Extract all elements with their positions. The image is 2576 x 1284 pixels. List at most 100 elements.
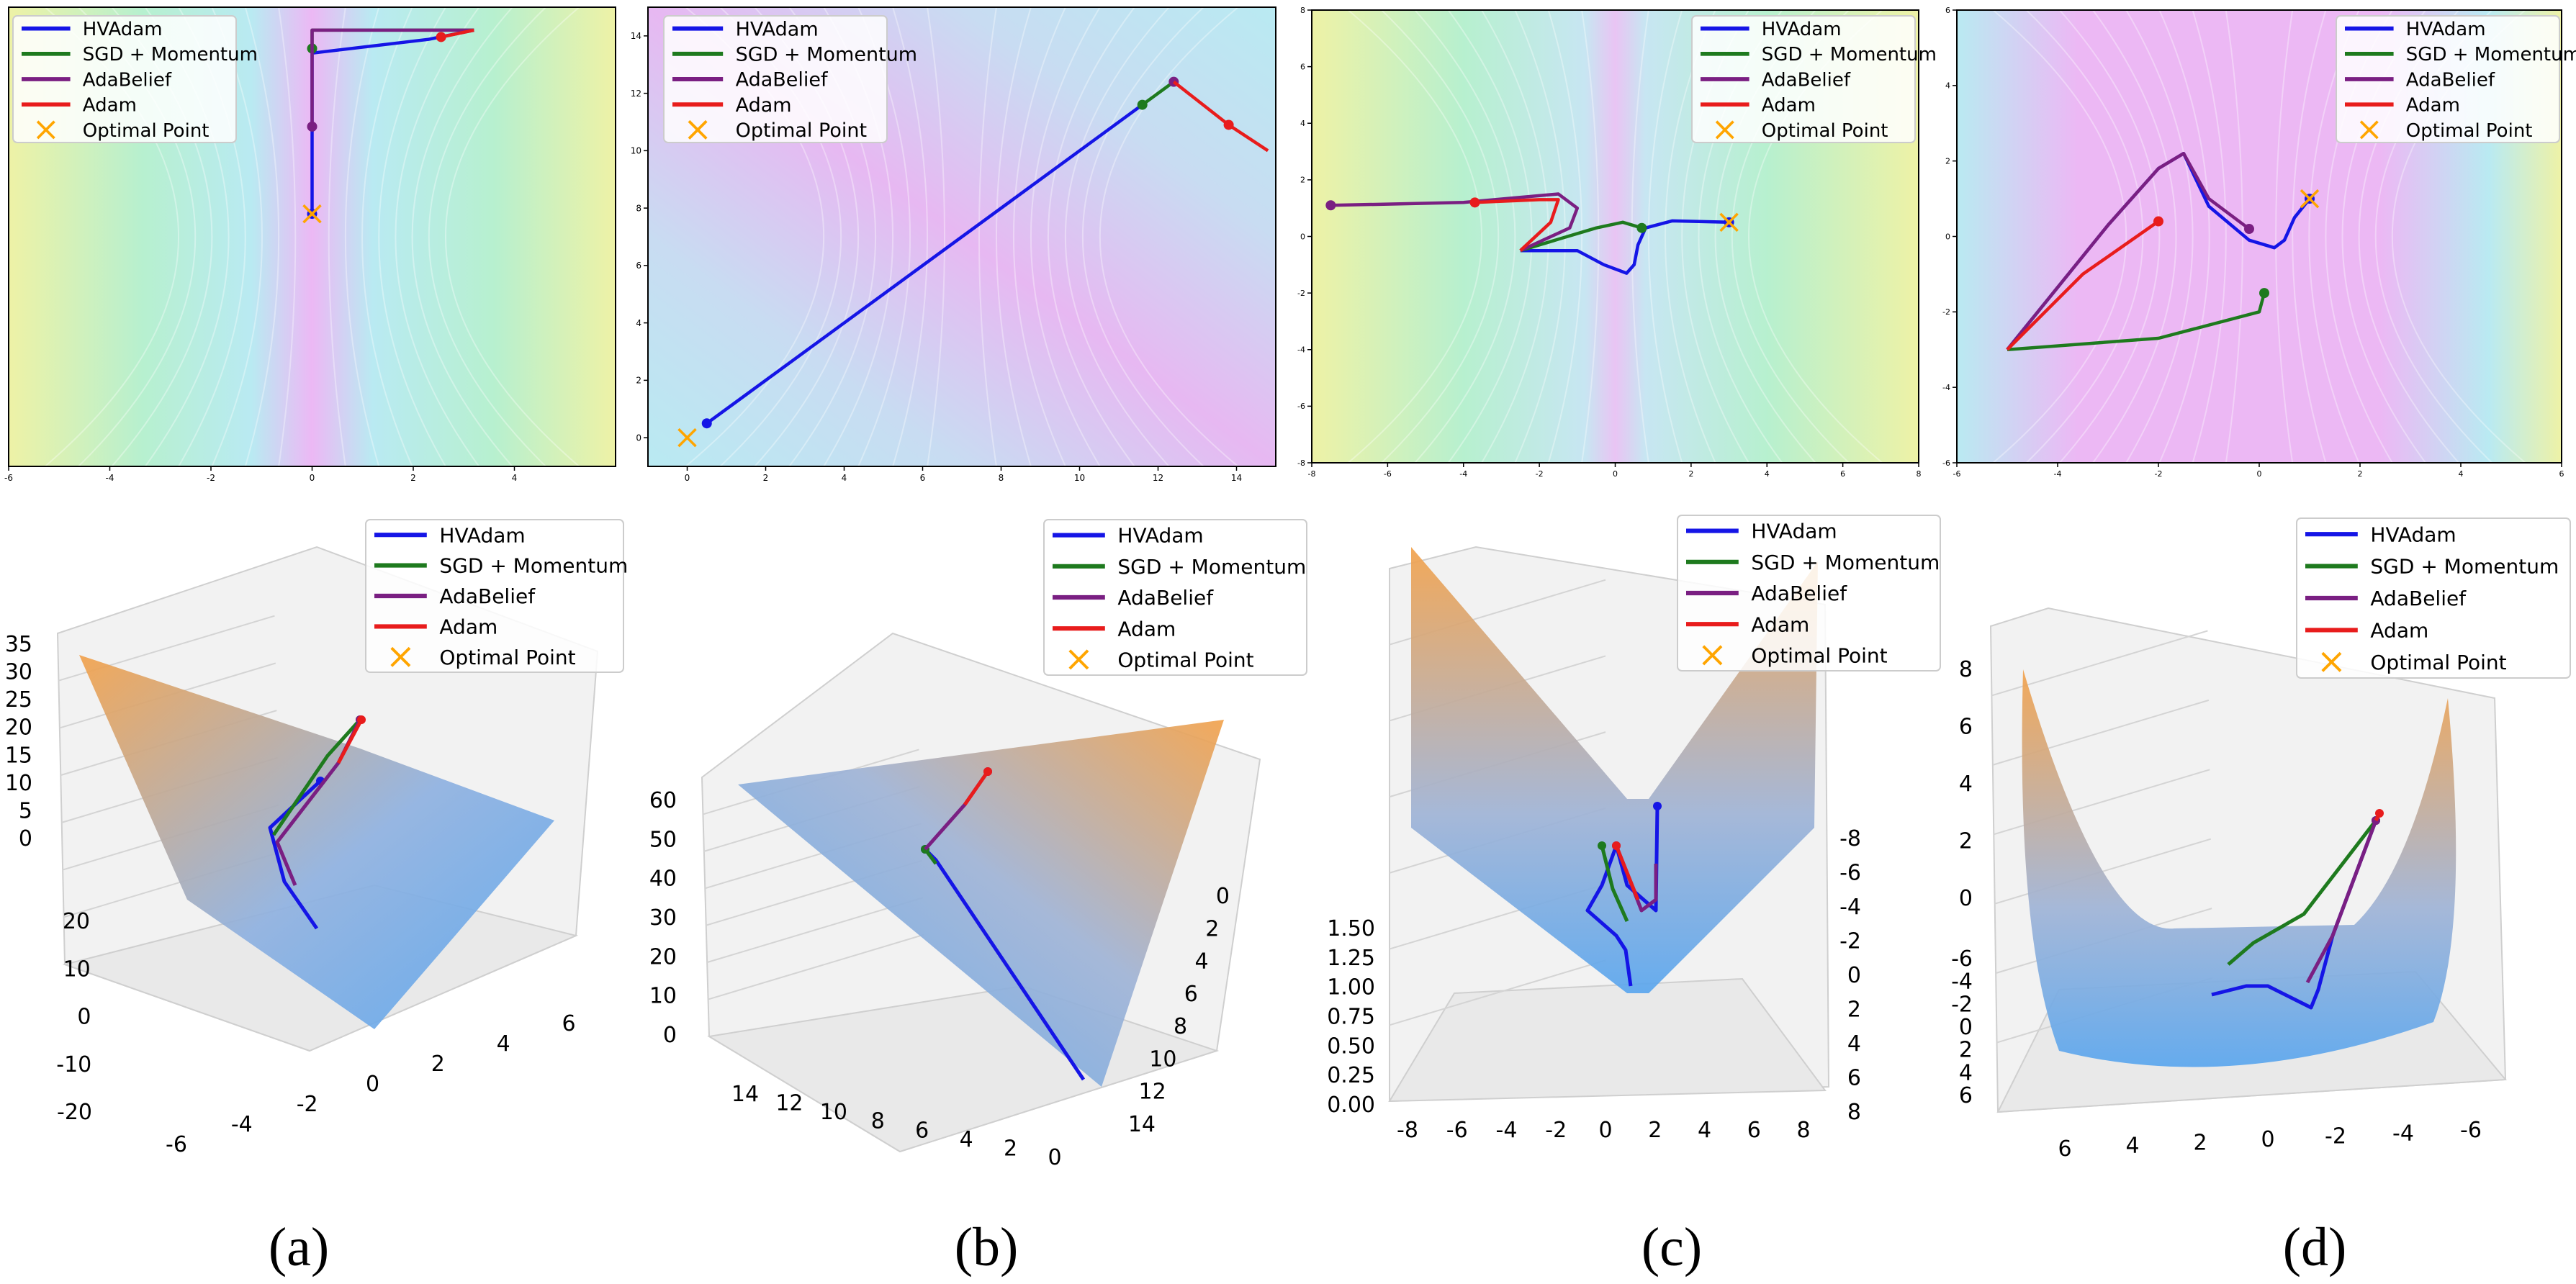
panel-d-contour-ytick-label: -4 [1942,383,1950,392]
panel-b-contour-line-hvadam [706,103,1144,425]
panel-c-contour-legend-label-1: SGD + Momentum [1762,44,1937,65]
panel-b-contour-contour-line [1065,6,1170,467]
panel-c-contour-contour-line [1581,9,1600,464]
panel-c-surface-ytick-label: -2 [1839,929,1861,954]
panel-c-contour-ytick-label: 0 [1300,232,1305,241]
panel-a-contour-contour-line [344,6,380,467]
panel-b-surface-ytick-label: 6 [1184,982,1198,1007]
panel-a-surface-ytick-label: -10 [56,1052,91,1077]
panel-d-contour-xtick-label: -6 [1953,469,1961,479]
panel-d-surface-xtick-label: -4 [2392,1121,2414,1146]
panel-d-surface-ytick-label: 6 [1959,1083,1973,1108]
panel-a-contour-legend-frame [12,15,237,143]
panel-d-contour-contour-line [1992,9,2127,464]
panel-c-surface-xtick-label: 4 [1698,1118,1711,1143]
panel-b-contour-xtick-label: 2 [763,473,769,483]
panel-a-surface-ytick-label: -20 [57,1100,92,1125]
panel-c-surface-line-adam [1614,845,1640,900]
panel-c-surface: 1.50 1.25 1.00 0.75 0.50 0.25 0.00 -8 -6 -4 -2 0 2 4 6… [1327,515,1941,1143]
panel-a-contour-line-adabelief [310,28,474,127]
panel-a-contour-contour-line [395,6,480,467]
panel-c-surface-xtick-label: -6 [1446,1118,1468,1143]
panel-c-surface-xtick-label: -4 [1496,1118,1518,1143]
panel-b-contour-contour-line [1082,6,1204,467]
panel-b-contour-legend: HVAdam SGD + Momentum AdaBelief AdamOptimal… [663,15,917,143]
panel-d-contour-ytick-label: 6 [1945,6,1950,15]
panel-a-surface-legend-swatch-optimal-point [390,646,411,667]
panel-d-surface-line-sgd-momentum [2227,819,2377,966]
panel-c-contour-marker-adabelief [1325,200,1336,211]
panel-c-contour-contour-line [1414,9,1516,464]
panel-d-contour-legend-frame [2336,15,2560,143]
panel-b-contour-xtick-label: 6 [920,473,926,483]
panel-d-contour-optimal-point [2300,189,2320,209]
panel-b-contour-xtick-label: 14 [1231,473,1242,483]
panel-c-surface-ztick-label: 1.50 [1327,916,1375,941]
panel-d-contour-marker-adam [2153,216,2163,227]
panel-a-surface-xtick-label: -4 [231,1112,253,1137]
panel-a-contour-legend-label-4: Optimal Point [83,120,210,142]
panel-b-contour-legend-label-3: Adam [736,94,792,117]
panel-b-contour-optimal-point [677,428,697,448]
panel-c-contour-xtick-label: 4 [1765,469,1770,479]
panel-b-surface-ztick-label: 0 [663,1023,677,1048]
panel-b-contour-ytick-label: 14 [631,31,641,41]
panel-a-surface-xtick-label: -2 [297,1092,318,1117]
panel-d-contour: -6 -4 -2 0 2 4 6 6 4 2 0 -2 -4 -6 HVAdam SGD + Momentum… [1942,6,2576,479]
panel-a-surface-ztick-label: 10 [5,771,32,796]
panel-b-contour-xtick-label: 4 [842,473,847,483]
panel-c-contour-legend-swatch-optimal-point [1715,120,1734,140]
panel-c-surface-legend-label-1: SGD + Momentum [1751,551,1940,574]
panel-d-surface-ytick-label: -6 [1951,946,1973,972]
panel-d-surface-legend: HVAdam SGD + Momentum AdaBelief Adam Optimal… [2296,517,2571,679]
panel-a-contour-marker-adabelief [307,121,318,132]
panel-d-surface-ztick-label: 0 [1959,886,1973,911]
panel-c-surface-ytick-label: 4 [1847,1031,1861,1057]
panel-c-contour: -8 -6 -4 -2 0 2 4 6 8 8 6 4 2 0 -2 -4 -6 -8 HVAdam SGD + Mo… [1297,6,1937,479]
panel-a-surface-ztick-label: 5 [19,798,32,823]
panel-c-surface-ztick-label: 0.50 [1327,1034,1375,1059]
panel-b-contour-xtick-label: 12 [1153,473,1163,483]
panel-d-contour-legend-label-3: Adam [2406,95,2460,117]
panel-c-surface-ztick-label: 1.00 [1327,975,1375,1000]
panel-c-surface-ytick-label: 0 [1847,963,1861,988]
panel-b-surface-ytick-label: 8 [1174,1014,1187,1039]
panel-d-contour-xtick-label: 6 [2559,469,2564,479]
panel-b-surface-xtick-label: 4 [960,1127,973,1152]
panel-b-surface-xtick-label: 0 [1048,1145,1061,1170]
panel-b-contour-contour-line [1013,6,1066,467]
panel-b-surface-line-adam [963,770,990,806]
panel-a-surface-xtick-label: 6 [562,1011,575,1036]
panel-c-surface-legend-frame [1677,515,1941,672]
panel-d-surface-ztick-label: 4 [1959,772,1973,797]
panel-a-contour-line-adam [441,28,474,39]
panel-d-contour-xtick-label: 4 [2459,469,2464,479]
panel-c-contour-legend: HVAdam SGD + Momentum AdaBelief Adam Optimal… [1691,15,1937,143]
panel-b-contour-legend-label-4: Optimal Point [736,119,867,142]
panel-d-surface-xtick-label: -6 [2460,1118,2482,1143]
panel-c-surface-legend-label-2: AdaBelief [1751,582,1847,605]
panel-d-surface-legend-swatch-optimal-point [2321,651,2342,672]
panel-d-contour-legend-swatch-optimal-point [2359,120,2379,140]
panel-d-contour-ytick-label: 4 [1945,81,1950,91]
panel-b-surface-xtick-label: 10 [820,1100,847,1125]
caption-a: (a) [268,1217,330,1278]
panel-b-surface-legend-label-4: Optimal Point [1117,648,1253,672]
panel-d-surface-legend-frame [2296,517,2571,679]
panel-b-contour-line-sgd-momentum [1141,80,1175,107]
panel-a-surface-xtick-label: 0 [366,1072,379,1097]
caption-c: (c) [1641,1217,1703,1278]
panel-b-surface-xtick-label: 2 [1004,1136,1017,1161]
panel-c-surface-legend-swatch-optimal-point [1702,645,1723,666]
panel-b-contour-contour-line [892,6,929,467]
panel-b-contour-contour-line [995,6,1032,467]
panel-c-contour-legend-label-3: Adam [1762,95,1816,117]
panel-a-surface-legend-label-2: AdaBelief [439,584,536,608]
panel-a-surface: 3530252015105020100-10-20-6-4-20246HVAda… [5,519,628,1157]
panel-b-surface-legend-label-0: HVAdam [1117,524,1203,548]
panel-b-contour-marker-hvadam [701,418,712,429]
panel-b-contour-marker-adam [1223,119,1234,130]
panel-c-surface-ytick-label: -4 [1839,895,1861,920]
panel-c-surface-ytick-label: -8 [1839,826,1861,851]
panel-a-contour-legend: HVAdam SGD + Momentum AdaBelief Adam Optimal… [12,15,258,143]
